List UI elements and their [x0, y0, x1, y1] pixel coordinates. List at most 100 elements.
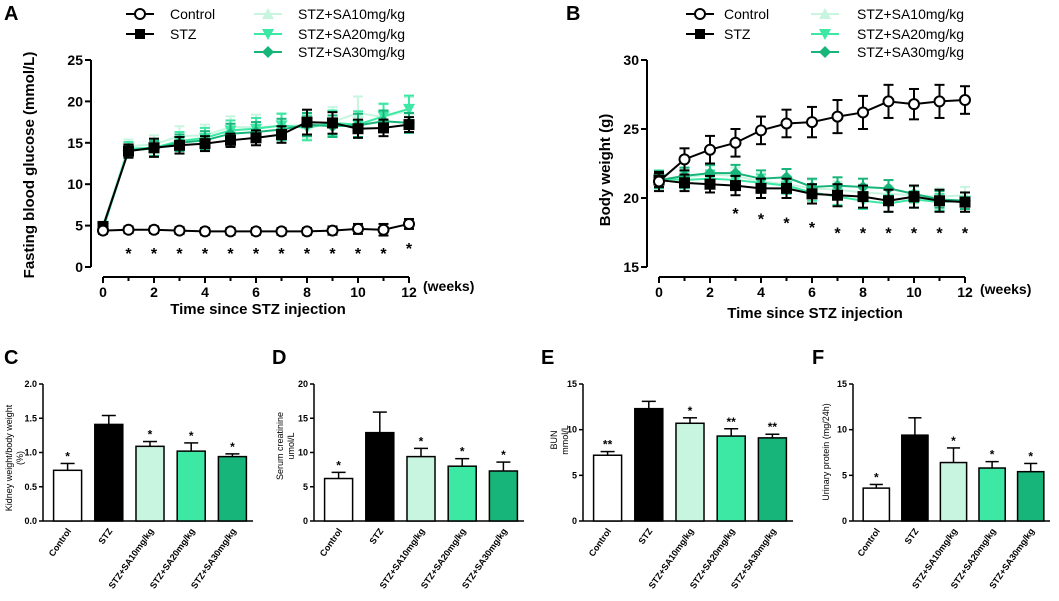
y-tick-label: 10 [67, 176, 83, 192]
significance-star: * [809, 220, 816, 237]
x-category-label: Control [47, 526, 74, 558]
x-tick-label: 12 [401, 284, 417, 300]
significance-star: * [758, 212, 765, 229]
data-point-control [959, 94, 971, 107]
data-point-control [224, 225, 237, 238]
y-tick-label: 25 [67, 52, 83, 68]
data-point-control [148, 223, 160, 236]
bar-stz-sa30mg-kg [1016, 470, 1045, 522]
panel-a-glucose-chart: Fasting blood glucose (mmol/L) Time sinc… [21, 6, 474, 318]
data-point-stz [378, 122, 389, 134]
significance-star: * [990, 448, 995, 462]
significance-star: * [148, 428, 153, 442]
data-point-stz [934, 195, 945, 207]
y-tick-label: 0 [572, 516, 577, 526]
y-tick-label: 0 [303, 516, 308, 526]
x-tick-label: 2 [150, 284, 158, 300]
significance-star: * [732, 206, 739, 223]
significance-star: * [202, 246, 209, 263]
x-tick-label: 0 [655, 284, 663, 300]
x-category-label: STZ+SA10mg/kg [647, 526, 696, 590]
legend-b-sa20-label: STZ+SA20mg/kg [857, 26, 964, 42]
significance-star: * [125, 246, 132, 263]
significance-star: ** [603, 438, 613, 452]
panel-b-x-label: Time since STZ injection [727, 305, 903, 322]
significance-star: * [962, 225, 969, 242]
legend-b-sa10: STZ+SA10mg/kg [811, 6, 964, 22]
y-tick-label: 0.5 [24, 482, 37, 492]
data-point-stz [832, 189, 843, 201]
panel-b-y-label: Body weight (g) [597, 114, 614, 227]
significance-star: * [460, 445, 465, 459]
data-point-control [326, 224, 339, 237]
significance-star: * [834, 225, 841, 242]
panel-letter-b: B [566, 3, 580, 25]
data-point-stz [806, 188, 818, 200]
panel-e-y-label-line1: BUN [549, 430, 559, 449]
panel-a-plot: 0 5 10 15 20 25 0 2 4 6 8 10 12 * * * * * * * * * * * * [67, 52, 417, 300]
data-point-control [704, 143, 716, 156]
y-tick-label: 20 [623, 190, 639, 206]
panel-c-plot: 0.0 0.5 1.0 1.5 2.0 * Control STZ * STZ+SA10mg/kg… [24, 379, 253, 591]
data-point-stz [883, 195, 894, 207]
panel-e-plot: 0 5 10 15 ** Control STZ * STZ+SA10mg/kg ** STZ+SA… [567, 379, 793, 591]
x-category-label: Control [318, 526, 345, 558]
significance-star: * [278, 246, 285, 263]
x-tick-label: 10 [350, 284, 366, 300]
y-tick-label: 10 [567, 425, 577, 435]
data-point-stz [301, 116, 313, 128]
significance-star: ** [727, 415, 737, 429]
data-point-stz [327, 117, 338, 129]
significance-star: * [688, 404, 693, 418]
significance-star: * [176, 246, 183, 263]
bar-stz-sa20mg-kg [978, 467, 1006, 522]
panel-b-legend: Control STZ STZ+SA10mg/kg STZ+SA20mg/kg [686, 6, 964, 60]
panel-a-y-label: Fasting blood glucose (mmol/L) [21, 52, 38, 279]
data-point-stz [225, 134, 236, 146]
y-tick-label: 2.0 [24, 379, 37, 389]
significance-star: * [951, 434, 956, 448]
legend-b-control: Control [686, 6, 769, 22]
x-category-label: Control [587, 526, 614, 558]
legend-b-sa30-label: STZ+SA30mg/kg [857, 44, 964, 60]
y-tick-label: 1.5 [24, 413, 37, 423]
x-category-label: STZ [903, 526, 921, 546]
data-point-control [857, 106, 869, 119]
significance-star: * [911, 225, 918, 242]
x-category-label: STZ+SA30mg/kg [460, 526, 509, 590]
y-tick-label: 5 [303, 482, 308, 492]
legend-a-sa10-label: STZ+SA10mg/kg [298, 6, 405, 22]
panel-b-weeks-unit: (weeks) [980, 281, 1031, 297]
significance-star: ** [768, 420, 778, 434]
panel-letter-f: F [812, 347, 824, 369]
panel-letter-e: E [541, 347, 554, 369]
panel-f-y-label: Urinary protein (mg/24h) [821, 403, 831, 501]
significance-star: * [860, 225, 867, 242]
y-tick-label: 15 [67, 135, 83, 151]
legend-b-sa30: STZ+SA30mg/kg [811, 44, 964, 60]
x-category-label: STZ+SA20mg/kg [688, 526, 737, 590]
data-point-control [780, 117, 793, 130]
bar-stz [901, 434, 929, 522]
significance-star: * [783, 216, 790, 233]
x-tick-label: 6 [252, 284, 260, 300]
data-point-control [653, 175, 665, 188]
significance-star: * [1028, 449, 1033, 463]
legend-a-sa10: STZ+SA10mg/kg [254, 6, 405, 22]
y-tick-label: 20 [298, 379, 308, 389]
y-tick-label: 10 [298, 448, 308, 458]
data-point-control [301, 225, 313, 238]
legend-a-stz-label: STZ [170, 26, 197, 42]
bar-stz-sa10mg-kg [939, 461, 968, 522]
legend-a-sa20: STZ+SA20mg/kg [254, 26, 405, 42]
data-point-stz [199, 138, 211, 150]
data-point-control [933, 95, 946, 108]
legend-a-stz: STZ [126, 26, 197, 42]
y-tick-label: 5 [572, 470, 577, 480]
significance-star: * [380, 246, 387, 263]
panel-d-y-label-line2: umol/L [286, 432, 296, 459]
x-category-label: STZ+SA20mg/kg [419, 526, 468, 590]
bar-stz-sa30mg-kg [757, 437, 788, 522]
significance-star: * [874, 470, 879, 484]
